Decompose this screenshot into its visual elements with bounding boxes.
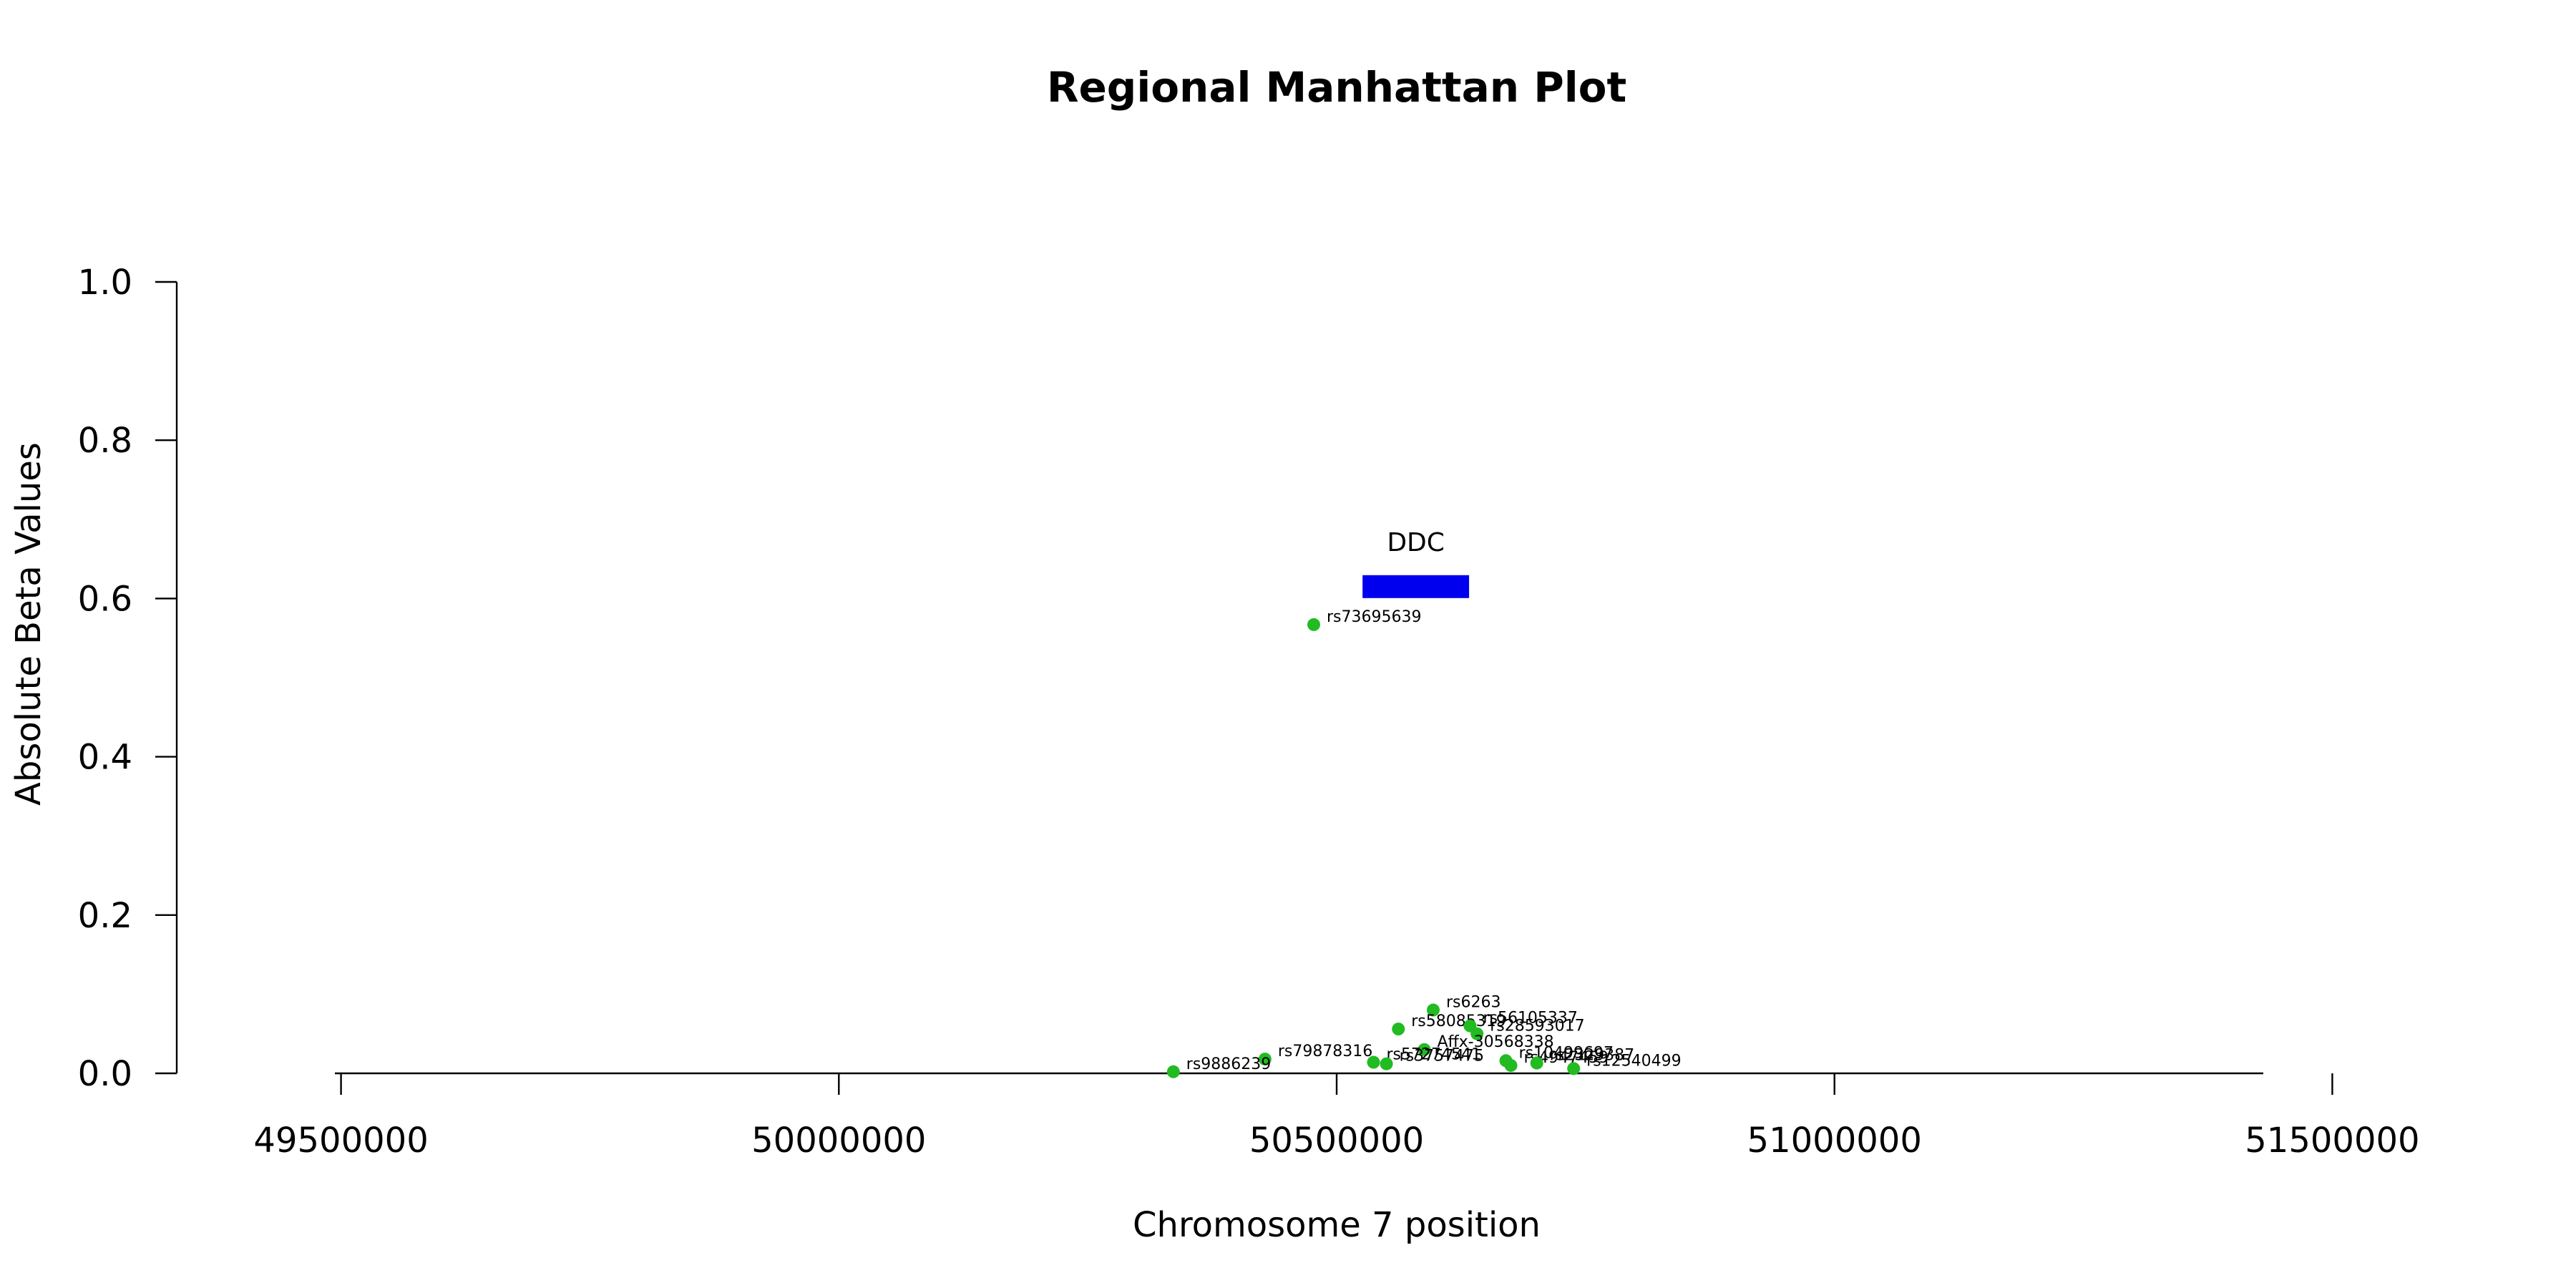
snp-label: rs9886239 bbox=[1186, 1055, 1272, 1073]
y-tick-label: 0.6 bbox=[78, 579, 132, 619]
snp-point bbox=[1307, 618, 1320, 631]
snp-label: rs79878316 bbox=[1278, 1043, 1372, 1060]
y-tick-label: 0.0 bbox=[78, 1054, 132, 1094]
snp-label: rs57274541 bbox=[1386, 1046, 1480, 1064]
x-tick-label: 50500000 bbox=[1249, 1121, 1424, 1161]
snp-point bbox=[1418, 1043, 1431, 1056]
y-tick-label: 1.0 bbox=[78, 263, 132, 303]
snp-label: rs58085319 bbox=[1411, 1013, 1506, 1030]
snp-point bbox=[1426, 1003, 1440, 1017]
snp-point bbox=[1530, 1056, 1543, 1070]
snp-label: rs73695639 bbox=[1327, 608, 1421, 626]
snp-point bbox=[1258, 1053, 1272, 1066]
snp-points: rs73695639 rs6263rs58085319rs56105337rs28… bbox=[1166, 608, 1682, 1078]
snp-point bbox=[1166, 1065, 1180, 1078]
x-axis-title: Chromosome 7 position bbox=[1133, 1205, 1541, 1245]
y-tick-label: 0.2 bbox=[78, 896, 132, 936]
snp-point bbox=[1470, 1027, 1484, 1040]
gene-label: DDC bbox=[1387, 528, 1445, 557]
gene-bar bbox=[1362, 575, 1470, 598]
chart-title: Regional Manhattan Plot bbox=[1047, 63, 1626, 112]
x-ticks: 49500000 50000000 50500000 51000000 51500000 bbox=[253, 1073, 2420, 1161]
x-tick-label: 50000000 bbox=[751, 1121, 926, 1161]
snp-label: rs3757475 bbox=[1400, 1048, 1485, 1065]
y-tick-label: 0.4 bbox=[78, 738, 132, 778]
snp-point bbox=[1504, 1058, 1518, 1072]
snp-label: Affx-30568338 bbox=[1437, 1033, 1553, 1051]
y-axis: 0.0 0.2 0.4 0.6 0.8 1.0 bbox=[78, 263, 178, 1094]
snp-label: rs6263 bbox=[1446, 994, 1501, 1012]
snp-point bbox=[1567, 1062, 1581, 1075]
x-tick-label: 49500000 bbox=[253, 1121, 428, 1161]
x-tick-label: 51000000 bbox=[1747, 1121, 1922, 1161]
gene-track: DDC bbox=[1362, 528, 1470, 598]
snp-point bbox=[1392, 1023, 1405, 1036]
x-tick-label: 51500000 bbox=[2245, 1121, 2419, 1161]
snp-point bbox=[1367, 1055, 1380, 1069]
y-tick-label: 0.8 bbox=[78, 421, 132, 461]
snp-label: rs28593017 bbox=[1490, 1018, 1584, 1035]
y-ticks: 0.0 0.2 0.4 0.6 0.8 1.0 bbox=[78, 263, 177, 1094]
x-axis: 49500000 50000000 50500000 51000000 51500000 bbox=[253, 1072, 2420, 1161]
snp-label: rs56105337 bbox=[1483, 1010, 1577, 1028]
snp-label: rs12540499 bbox=[1586, 1052, 1681, 1070]
y-axis-title: Absolute Beta Values bbox=[9, 442, 49, 806]
snp-label: rs2329387 bbox=[1550, 1047, 1635, 1065]
snp-point bbox=[1380, 1057, 1393, 1070]
